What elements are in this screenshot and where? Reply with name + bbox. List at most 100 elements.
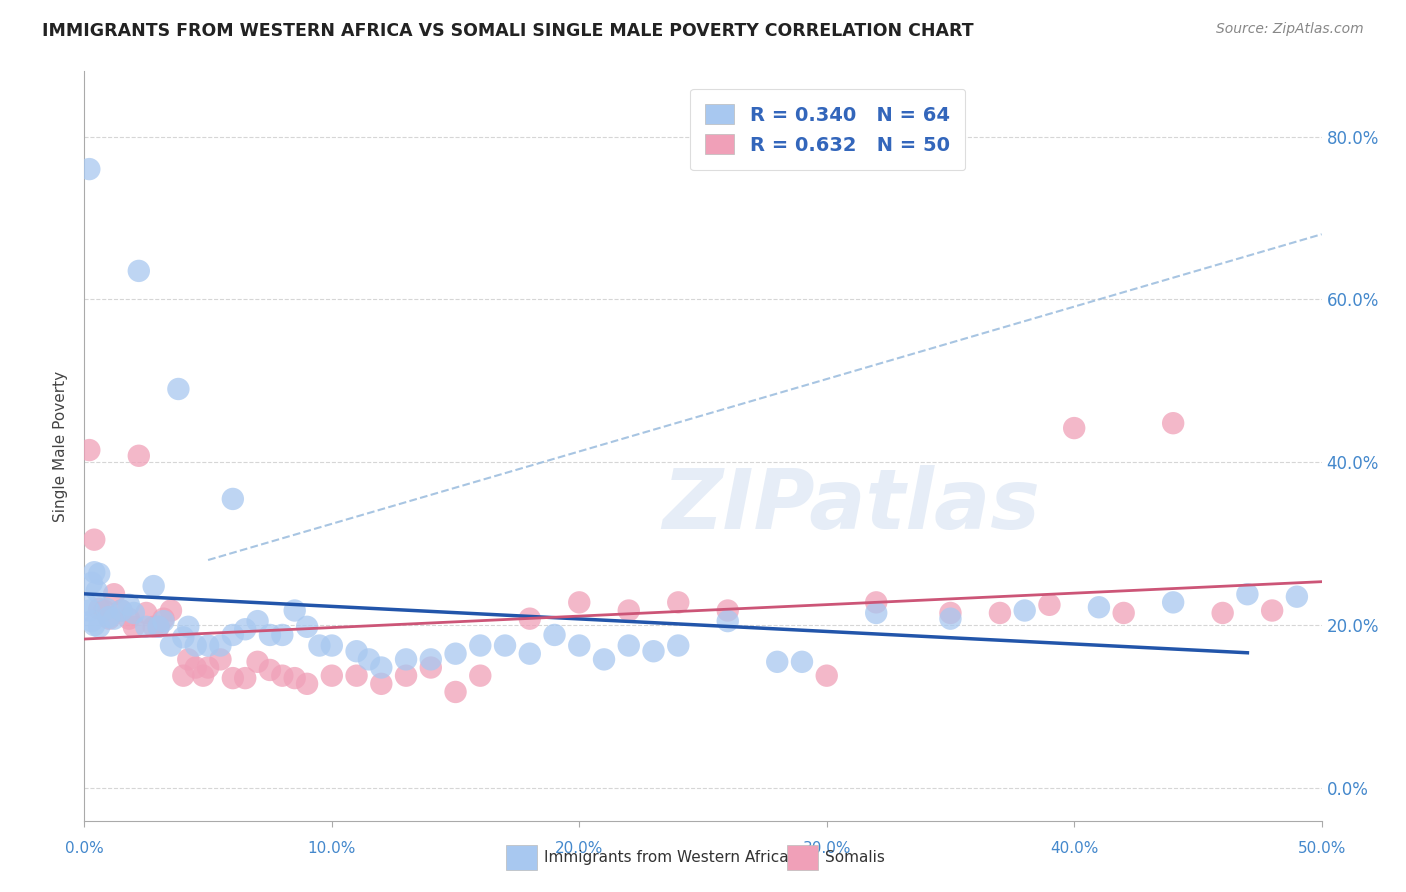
Point	[939, 612, 962, 626]
Point	[643, 644, 665, 658]
Point	[1285, 590, 1308, 604]
Point	[321, 668, 343, 682]
Point	[865, 595, 887, 609]
Point	[419, 660, 441, 674]
Point	[110, 603, 132, 617]
Point	[233, 671, 256, 685]
Point	[110, 603, 132, 617]
Text: 0.0%: 0.0%	[65, 841, 104, 856]
Point	[93, 603, 115, 617]
Point	[80, 614, 103, 628]
Y-axis label: Single Male Poverty: Single Male Poverty	[53, 370, 69, 522]
Point	[593, 652, 616, 666]
Text: Somalis: Somalis	[825, 850, 886, 864]
Point	[135, 620, 157, 634]
Point	[83, 618, 105, 632]
Point	[295, 677, 318, 691]
Point	[419, 652, 441, 666]
Point	[96, 602, 118, 616]
Point	[395, 668, 418, 682]
Point	[89, 620, 111, 634]
Point	[357, 652, 380, 666]
Point	[83, 566, 105, 580]
Point	[939, 606, 962, 620]
Point	[191, 668, 214, 682]
Point	[666, 595, 689, 609]
Point	[1161, 595, 1184, 609]
Point	[222, 628, 245, 642]
Point	[1014, 603, 1036, 617]
Point	[79, 162, 101, 177]
Point	[160, 603, 183, 617]
Text: 20.0%: 20.0%	[555, 841, 603, 856]
Point	[160, 639, 183, 653]
Point	[172, 668, 194, 682]
Point	[444, 685, 467, 699]
Point	[167, 382, 190, 396]
Point	[184, 660, 207, 674]
Point	[83, 533, 105, 547]
Point	[717, 614, 740, 628]
Point	[86, 584, 108, 599]
Point	[568, 639, 591, 653]
Point	[103, 587, 125, 601]
Point	[346, 668, 368, 682]
Point	[128, 449, 150, 463]
Point	[1261, 603, 1284, 617]
Point	[118, 612, 141, 626]
Point	[246, 655, 269, 669]
Point	[152, 612, 174, 626]
Point	[89, 566, 111, 581]
Point	[295, 620, 318, 634]
Point	[1088, 600, 1111, 615]
Point	[617, 603, 640, 617]
Point	[1161, 416, 1184, 430]
Point	[76, 598, 98, 612]
Point	[98, 610, 121, 624]
Point	[988, 606, 1011, 620]
Text: Source: ZipAtlas.com: Source: ZipAtlas.com	[1216, 22, 1364, 37]
Point	[197, 660, 219, 674]
Point	[222, 491, 245, 506]
Point	[321, 639, 343, 653]
Point	[79, 443, 101, 458]
Point	[79, 603, 101, 617]
Text: 10.0%: 10.0%	[308, 841, 356, 856]
Point	[1236, 587, 1258, 601]
Point	[80, 575, 103, 590]
Point	[1212, 606, 1234, 620]
Point	[284, 603, 307, 617]
Point	[118, 598, 141, 612]
Point	[98, 612, 121, 626]
Point	[470, 639, 492, 653]
Point	[135, 606, 157, 620]
Point	[259, 628, 281, 642]
Point	[395, 652, 418, 666]
Point	[1063, 421, 1085, 435]
Point	[346, 644, 368, 658]
Point	[470, 668, 492, 682]
Text: IMMIGRANTS FROM WESTERN AFRICA VS SOMALI SINGLE MALE POVERTY CORRELATION CHART: IMMIGRANTS FROM WESTERN AFRICA VS SOMALI…	[42, 22, 974, 40]
Point	[519, 647, 541, 661]
Point	[370, 660, 392, 674]
Text: ZIPatlas: ZIPatlas	[662, 466, 1040, 547]
Text: 30.0%: 30.0%	[803, 841, 851, 856]
Point	[148, 620, 170, 634]
Point	[617, 639, 640, 653]
Point	[128, 264, 150, 278]
Point	[209, 639, 232, 653]
Point	[444, 647, 467, 661]
Text: 40.0%: 40.0%	[1050, 841, 1098, 856]
Point	[494, 639, 516, 653]
Point	[197, 639, 219, 653]
Point	[766, 655, 789, 669]
Point	[666, 639, 689, 653]
Point	[177, 620, 200, 634]
Point	[271, 668, 294, 682]
Point	[1112, 606, 1135, 620]
Point	[284, 671, 307, 685]
Point	[246, 614, 269, 628]
Point	[308, 639, 330, 653]
Point	[271, 628, 294, 642]
Point	[790, 655, 813, 669]
